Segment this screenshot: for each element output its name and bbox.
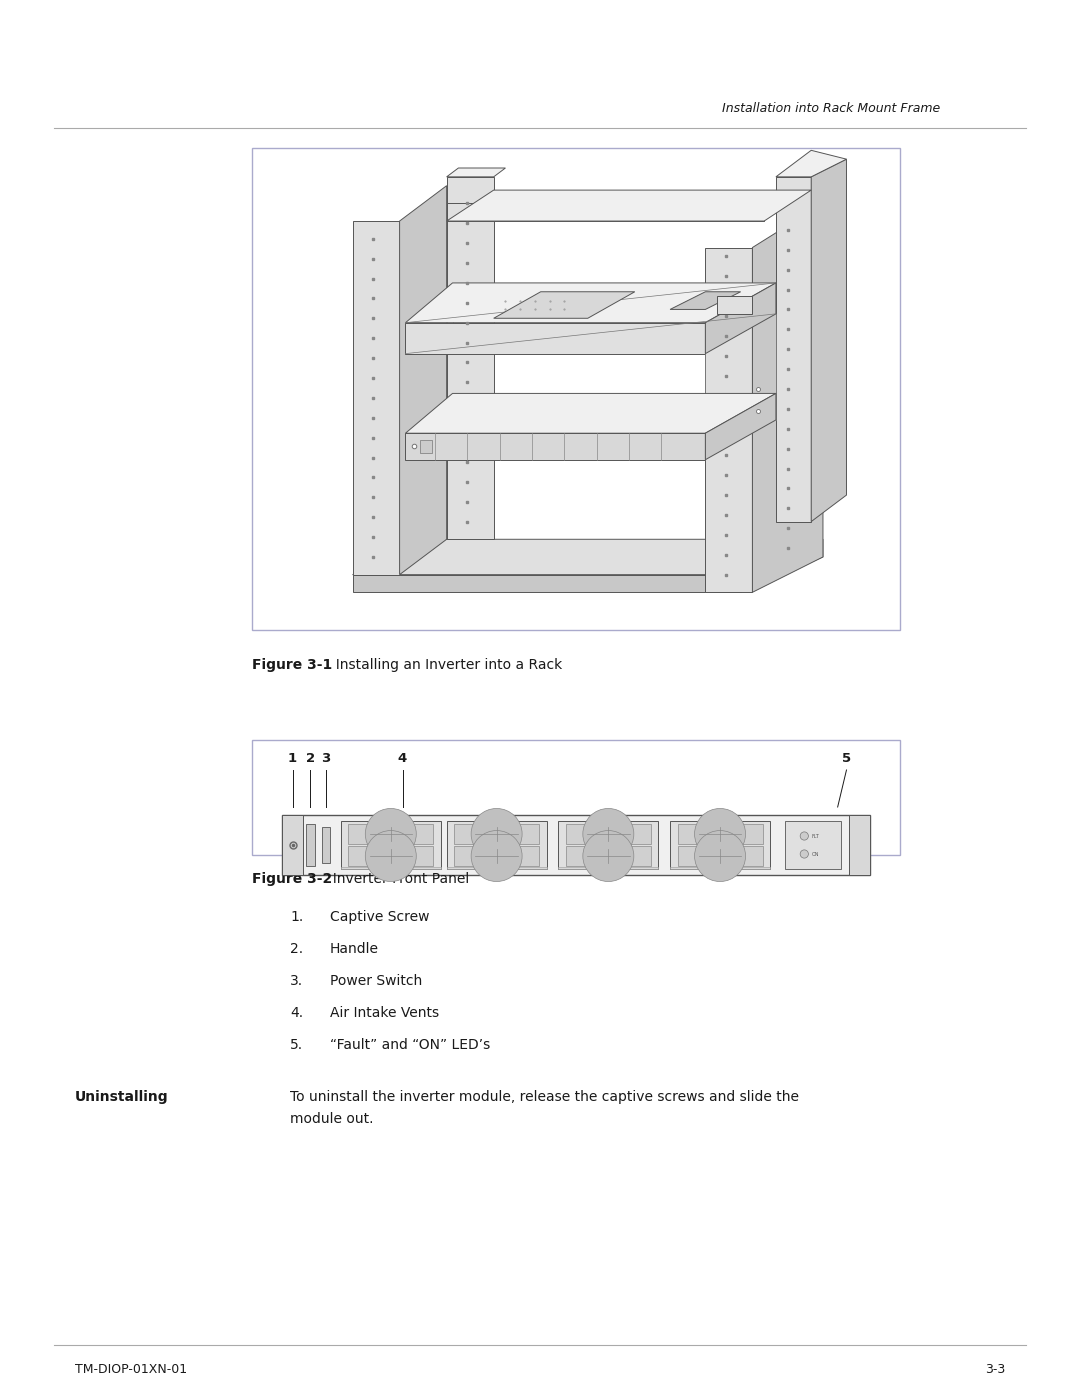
Polygon shape [400,186,447,574]
Polygon shape [717,296,753,314]
Text: 2.: 2. [291,942,303,956]
Polygon shape [670,292,741,310]
Circle shape [583,809,634,859]
Circle shape [365,809,416,859]
Text: 3-3: 3-3 [985,1363,1005,1376]
Bar [252,740,900,855]
Text: 4: 4 [397,752,407,766]
Text: FLT: FLT [811,834,820,838]
Polygon shape [811,159,847,521]
Text: Figure 3-2: Figure 3-2 [252,872,333,886]
Bar [785,821,840,869]
Text: 5.: 5. [291,1038,303,1052]
Bar [447,866,546,869]
Polygon shape [741,539,823,592]
Polygon shape [352,539,823,574]
Bar [670,821,770,869]
Bar [348,824,433,844]
Bar [282,814,302,875]
Circle shape [800,831,809,840]
Circle shape [800,849,809,858]
Circle shape [365,831,416,882]
Polygon shape [405,433,705,460]
Text: To uninstall the inverter module, release the captive screws and slide the: To uninstall the inverter module, releas… [291,1090,799,1104]
Text: Installation into Rack Mount Frame: Installation into Rack Mount Frame [721,102,940,115]
Polygon shape [447,168,505,177]
Bar [670,866,770,869]
Bar [322,827,330,863]
Polygon shape [705,394,775,460]
Bar [306,824,315,866]
Polygon shape [405,323,705,353]
Polygon shape [775,177,811,521]
Text: 1: 1 [288,752,297,766]
Bar [341,866,441,869]
Bar [566,847,651,866]
Circle shape [694,809,745,859]
Text: 5: 5 [842,752,851,766]
Polygon shape [352,221,400,574]
Polygon shape [705,284,775,353]
Polygon shape [352,574,741,592]
Polygon shape [405,394,775,433]
Polygon shape [420,440,432,453]
Polygon shape [405,284,775,323]
Text: Figure 3-1: Figure 3-1 [252,658,333,672]
Bar [558,821,659,869]
Bar [454,824,539,844]
Text: Captive Screw: Captive Screw [330,909,430,923]
Circle shape [471,809,522,859]
Polygon shape [775,151,847,177]
Bar [849,814,870,875]
Bar [341,821,441,869]
Bar [348,847,433,866]
Circle shape [694,831,745,882]
Text: ON: ON [812,852,820,856]
Bar [282,814,870,875]
Polygon shape [447,177,494,539]
Text: “Fault” and “ON” LED’s: “Fault” and “ON” LED’s [330,1038,490,1052]
Polygon shape [447,190,811,221]
Polygon shape [453,284,494,323]
Text: 1.: 1. [291,909,303,923]
Text: Handle: Handle [330,942,379,956]
Text: TM-DIOP-01XN-01: TM-DIOP-01XN-01 [75,1363,187,1376]
Text: module out.: module out. [291,1112,374,1126]
Text: Power Switch: Power Switch [330,974,422,988]
Bar [677,824,762,844]
Bar [252,148,900,630]
Polygon shape [753,204,823,592]
Text: 4.: 4. [291,1006,303,1020]
Text: 3: 3 [322,752,330,766]
Text: Uninstalling: Uninstalling [75,1090,168,1104]
Text: Inverter Front Panel: Inverter Front Panel [324,872,469,886]
Text: Installing an Inverter into a Rack: Installing an Inverter into a Rack [327,658,563,672]
Circle shape [583,831,634,882]
Bar [558,866,659,869]
Text: Air Intake Vents: Air Intake Vents [330,1006,440,1020]
Text: 3.: 3. [291,974,303,988]
Polygon shape [494,292,635,319]
Text: 2: 2 [306,752,314,766]
Bar [454,847,539,866]
Bar [677,847,762,866]
Circle shape [471,831,522,882]
Bar [566,824,651,844]
Bar [447,821,546,869]
Polygon shape [705,247,753,592]
Polygon shape [447,204,765,221]
